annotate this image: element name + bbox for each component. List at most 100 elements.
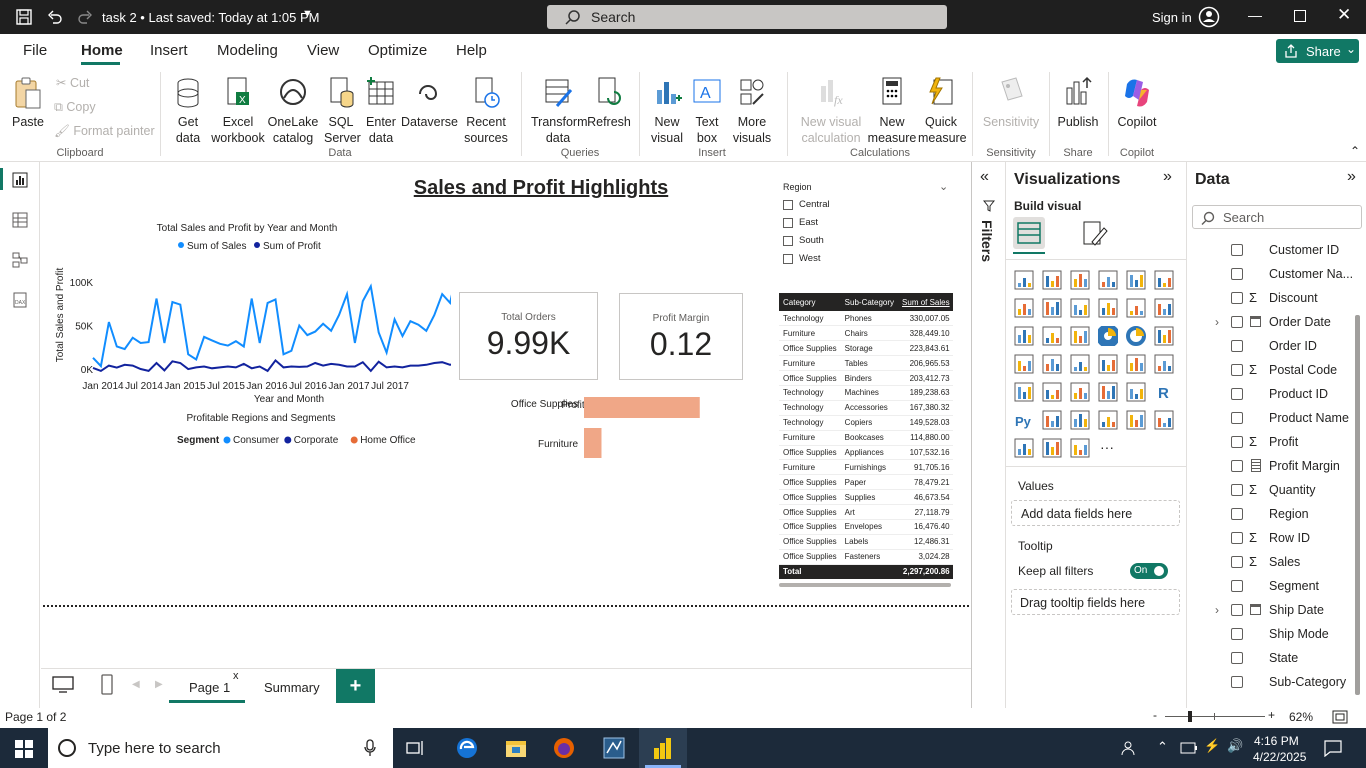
checkbox[interactable]: [1231, 604, 1243, 616]
checkbox[interactable]: [1231, 460, 1243, 472]
checkbox[interactable]: [1231, 556, 1243, 568]
more-visuals-button[interactable]: More visuals: [726, 76, 778, 146]
terminal-app-icon[interactable]: [603, 737, 625, 759]
text-box-button[interactable]: A Text box: [688, 76, 726, 146]
checkbox[interactable]: [1231, 628, 1243, 640]
add-page-button[interactable]: +: [336, 669, 375, 703]
table-row[interactable]: Furniture Tables 206,965.53: [779, 355, 953, 372]
field-row[interactable]: Segment: [1187, 575, 1366, 599]
table-row[interactable]: Office Supplies Envelopes 16,476.40: [779, 519, 953, 535]
table-row[interactable]: Technology Copiers 149,528.03: [779, 415, 953, 431]
zoom-slider[interactable]: [1165, 716, 1265, 717]
filled-map-icon[interactable]: [1042, 354, 1062, 374]
collapse-viz-icon[interactable]: »: [1163, 168, 1172, 185]
values-drop-zone[interactable]: Add data fields here: [1011, 500, 1180, 526]
save-icon[interactable]: [16, 9, 32, 25]
edge-icon[interactable]: [456, 737, 478, 759]
task-view-icon[interactable]: [406, 739, 426, 757]
qa-icon[interactable]: [1098, 410, 1118, 430]
sales-profit-line-chart[interactable]: Total Sales and Profit by Year and Month…: [51, 217, 451, 407]
field-row[interactable]: Order ID: [1187, 335, 1366, 359]
redo-icon[interactable]: [77, 9, 93, 25]
slicer-option[interactable]: South: [783, 234, 903, 250]
checkbox[interactable]: [1231, 268, 1243, 280]
donut-chart-icon[interactable]: [1126, 326, 1146, 346]
kpi-card-total-orders[interactable]: Total Orders 9.99K: [459, 292, 598, 380]
transform-data-button[interactable]: Transform data: [529, 76, 588, 146]
table-row[interactable]: Office Supplies Fasteners 3,024.28: [779, 549, 953, 565]
recent-sources-button[interactable]: Recent sources: [459, 76, 513, 146]
new-visual-button[interactable]: New visual: [646, 76, 688, 146]
excel-button[interactable]: X Excel workbook: [209, 76, 267, 146]
format-visual-icon[interactable]: [1082, 220, 1108, 248]
menu-help[interactable]: Help: [456, 42, 487, 59]
checkbox[interactable]: [1231, 388, 1243, 400]
menu-home[interactable]: Home: [81, 42, 123, 59]
checkbox[interactable]: [1231, 484, 1243, 496]
checkbox[interactable]: [1231, 244, 1243, 256]
horizontal-scrollbar[interactable]: [779, 583, 951, 587]
clustered-bar-icon[interactable]: [1070, 270, 1090, 290]
collapse-data-icon[interactable]: »: [1347, 168, 1356, 185]
checkbox[interactable]: [783, 200, 793, 210]
notifications-icon[interactable]: [1324, 739, 1342, 757]
menu-view[interactable]: View: [307, 42, 340, 59]
menu-optimize[interactable]: Optimize: [368, 42, 428, 59]
matrix-icon[interactable]: [1126, 382, 1146, 402]
table-row[interactable]: Furniture Furnishings 91,705.16: [779, 459, 953, 476]
minimize-icon[interactable]: —: [1248, 7, 1262, 23]
slicer-option[interactable]: West: [783, 252, 903, 268]
clock-date[interactable]: 4/22/2025: [1253, 750, 1307, 764]
table-row[interactable]: Office Supplies Supplies 46,673.54: [779, 489, 953, 506]
pie-chart-icon[interactable]: [1098, 326, 1118, 346]
new-measure-button[interactable]: New measure: [867, 76, 917, 146]
table-row[interactable]: Technology Phones 330,007.05: [779, 311, 953, 327]
format-painter-button[interactable]: 🖌 Format painter: [54, 123, 155, 139]
vertical-scrollbar[interactable]: [1355, 315, 1360, 695]
table-row[interactable]: Technology Accessories 167,380.32: [779, 400, 953, 416]
zoom-level[interactable]: 62%: [1289, 710, 1314, 724]
new-card-icon[interactable]: [1042, 438, 1062, 458]
table-row[interactable]: Office Supplies Appliances 107,532.16: [779, 445, 953, 461]
collapse-ribbon-icon[interactable]: ⌃: [1350, 144, 1361, 158]
mobile-layout-icon[interactable]: [100, 674, 114, 696]
maximize-icon[interactable]: [1294, 10, 1306, 22]
field-row[interactable]: Σ Row ID: [1187, 527, 1366, 551]
matrix-header[interactable]: Category: [783, 297, 816, 307]
chevron-down-icon[interactable]: ▼: [302, 8, 313, 20]
filters-pane[interactable]: « Filters: [971, 162, 1005, 708]
funnel-icon[interactable]: [1042, 326, 1062, 346]
table-row[interactable]: Office Supplies Storage 223,843.61: [779, 340, 953, 357]
desktop-layout-icon[interactable]: [52, 676, 74, 694]
report-view-icon[interactable]: [12, 172, 28, 188]
field-row[interactable]: Customer ID: [1187, 239, 1366, 263]
dax-query-view-icon[interactable]: DAX: [12, 292, 28, 308]
chevron-down-icon[interactable]: ⌄: [939, 181, 949, 193]
ribbon-chart-icon[interactable]: [1098, 298, 1118, 318]
goals-icon[interactable]: [1154, 410, 1174, 430]
zoom-in-icon[interactable]: +: [1268, 708, 1276, 722]
share-button[interactable]: Share ⌄: [1276, 39, 1359, 63]
matrix-header[interactable]: Sum of Sales: [902, 297, 950, 307]
map-icon[interactable]: [1014, 354, 1034, 374]
category-profit-bar-chart[interactable]: Profits of different CategoriesTechnolog…: [456, 397, 756, 592]
table-view-icon[interactable]: [12, 212, 28, 228]
field-row[interactable]: Region: [1187, 503, 1366, 527]
account-icon[interactable]: [1198, 6, 1220, 28]
dataverse-button[interactable]: Dataverse: [401, 76, 458, 130]
checkbox[interactable]: [1231, 340, 1243, 352]
clustered-column-icon[interactable]: [1098, 270, 1118, 290]
file-title[interactable]: task 2 • Last saved: Today at 1:05 PM: [102, 10, 320, 25]
close-icon[interactable]: ✕: [1337, 5, 1352, 24]
kpi-card-profit-margin[interactable]: Profit Margin 0.12: [619, 293, 743, 380]
field-row[interactable]: Σ Sales: [1187, 551, 1366, 575]
more-options-icon[interactable]: ···: [1098, 438, 1118, 458]
region-slicer[interactable]: Region ⌄ Central East South West: [779, 180, 954, 272]
menu-modeling[interactable]: Modeling: [217, 42, 278, 59]
chevron-right-icon[interactable]: ›: [1215, 315, 1219, 329]
onelake-button[interactable]: OneLake catalog: [267, 76, 319, 146]
checkbox[interactable]: [1231, 364, 1243, 376]
tooltip-drop-zone[interactable]: Drag tooltip fields here: [1011, 589, 1180, 615]
close-tab-icon[interactable]: x: [233, 670, 239, 682]
area-chart-icon[interactable]: [1042, 298, 1062, 318]
